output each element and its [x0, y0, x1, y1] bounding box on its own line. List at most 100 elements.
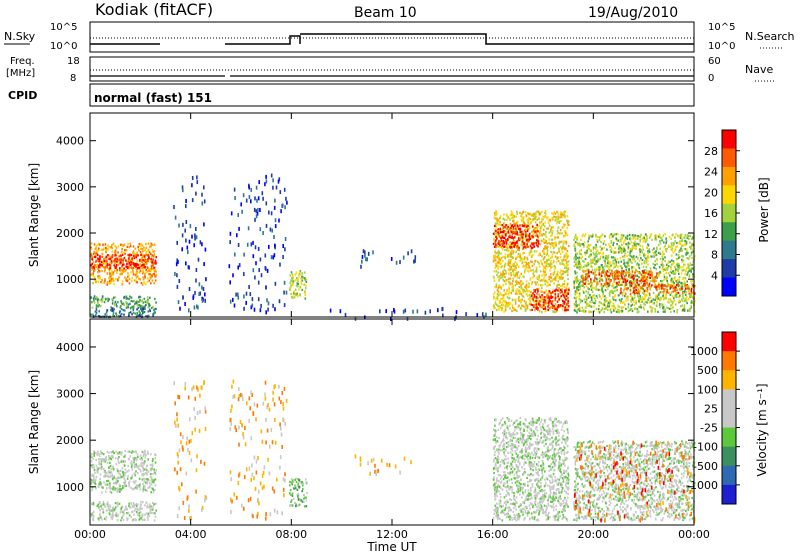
power-cell — [637, 295, 640, 298]
power-cell — [617, 283, 620, 286]
power-cell — [579, 279, 581, 282]
power-cell — [661, 263, 664, 266]
velocity-cell — [141, 458, 144, 461]
power-cell — [681, 254, 683, 257]
power-cell — [128, 261, 130, 265]
power-cell — [95, 264, 97, 267]
power-cell — [500, 224, 502, 227]
power-cell — [615, 299, 617, 302]
power-cell — [243, 294, 245, 299]
power-cell — [581, 299, 583, 303]
power-cell — [685, 269, 688, 272]
power-cell — [93, 295, 96, 298]
power-cell — [622, 301, 624, 304]
power-cell — [526, 305, 528, 308]
power-cell — [598, 294, 601, 297]
power-cell — [139, 258, 142, 261]
power-cell — [136, 251, 138, 254]
power-cell — [542, 218, 544, 221]
power-cell — [536, 234, 539, 237]
power-cell — [673, 242, 675, 245]
power-cell — [548, 238, 550, 241]
power-cell — [305, 278, 308, 281]
power-cell — [602, 292, 604, 296]
power-cell — [519, 227, 522, 231]
velocity-cell — [145, 471, 147, 474]
power-cell — [599, 295, 601, 298]
power-cell — [305, 284, 307, 287]
power-cell — [267, 307, 269, 312]
power-cell — [97, 315, 100, 318]
power-cell — [683, 283, 686, 286]
power-cell — [587, 270, 590, 273]
power-cell — [524, 285, 526, 288]
power-cell — [232, 297, 234, 302]
power-cell — [559, 232, 561, 235]
power-cell — [588, 234, 590, 237]
velocity-cell — [139, 483, 141, 486]
power-cell — [250, 199, 252, 204]
power-cell — [493, 305, 495, 308]
power-cell — [556, 300, 559, 303]
power-cell — [229, 240, 231, 245]
power-cell — [106, 309, 109, 312]
power-cell — [553, 278, 555, 281]
power-cell — [121, 269, 123, 272]
power-cell — [576, 278, 579, 281]
power-cell — [503, 268, 506, 271]
power-cell — [514, 273, 517, 276]
date-title: 19/Aug/2010 — [588, 5, 678, 21]
power-cell — [663, 268, 665, 271]
power-cell — [532, 235, 534, 238]
power-cell — [588, 275, 590, 278]
power-cell — [632, 286, 635, 290]
power-cell — [576, 311, 578, 314]
power-cell — [494, 254, 497, 258]
power-cell — [130, 279, 133, 282]
power-cell — [110, 274, 112, 277]
power-cell — [645, 239, 648, 242]
power-cell — [151, 248, 154, 251]
power-cell — [547, 245, 549, 248]
power-cell — [148, 273, 150, 276]
power-cell — [556, 285, 558, 288]
power-cell — [92, 272, 94, 275]
power-cell — [552, 310, 554, 313]
power-cell — [662, 291, 665, 294]
power-cell — [536, 288, 539, 291]
velocity-cell — [127, 464, 129, 468]
power-cell — [269, 227, 272, 232]
power-cell — [539, 243, 542, 246]
power-cell — [682, 255, 684, 258]
power-cell — [191, 198, 194, 203]
power-cell — [297, 285, 299, 288]
power-cell — [637, 283, 640, 286]
power-cell — [658, 286, 661, 289]
power-cell — [549, 291, 552, 294]
power-cell — [554, 266, 557, 269]
power-cell — [304, 293, 307, 297]
velocity-cell — [106, 461, 109, 464]
power-cell — [574, 245, 576, 248]
power-cell — [514, 261, 517, 264]
power-cell — [574, 260, 576, 263]
power-cell — [184, 302, 186, 306]
power-cell — [643, 260, 646, 263]
power-cell — [574, 290, 577, 293]
power-cell — [151, 258, 154, 261]
power-cell — [579, 301, 582, 304]
power-cell — [662, 305, 665, 308]
power-cell — [614, 259, 616, 262]
power-cell — [559, 288, 562, 291]
power-cell — [304, 291, 306, 294]
power-cell — [531, 214, 533, 217]
velocity-cell — [141, 450, 144, 453]
power-cell — [590, 280, 592, 283]
power-cell — [537, 237, 540, 240]
power-cell — [662, 307, 664, 310]
power-cell — [557, 226, 560, 229]
power-cell — [526, 238, 529, 241]
power-cell — [674, 240, 676, 243]
power-cell — [627, 303, 630, 306]
power-cell — [618, 244, 620, 248]
